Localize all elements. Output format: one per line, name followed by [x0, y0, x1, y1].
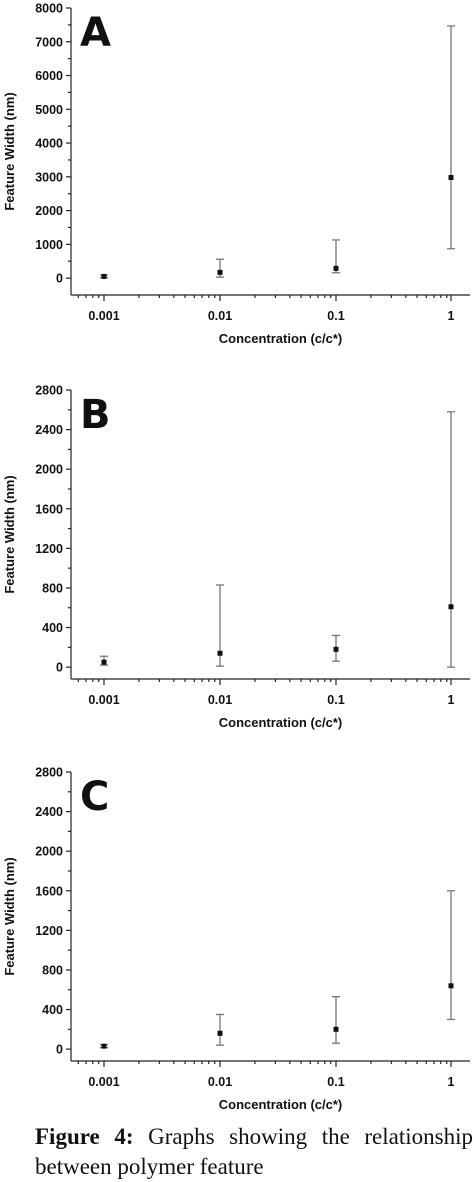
x-tick-label: 0.01 [208, 1075, 232, 1089]
data-point [448, 604, 454, 610]
caption-label: Figure 4: [35, 1124, 134, 1149]
y-tick-label: 2400 [35, 423, 63, 437]
data-point [217, 269, 223, 275]
chart-panel-b: 0 400 800 1200 1600 2000 2400 2800 0.001 0.01 0.1 1… [2, 384, 470, 730]
x-tick-label: 1 [448, 1075, 455, 1089]
x-tick-label: 0.001 [88, 1075, 119, 1089]
y-tick-label: 3000 [35, 170, 63, 184]
y-tick-label: 6000 [35, 69, 63, 83]
y-tick-label: 1600 [35, 502, 63, 516]
y-tick-label: 7000 [35, 35, 63, 49]
y-tick-label: 1000 [35, 238, 63, 252]
x-tick-label: 1 [448, 693, 455, 707]
y-tick-label: 400 [42, 1003, 63, 1017]
y-tick-label: 0 [56, 1043, 63, 1057]
y-axis-title: Feature Width (nm) [2, 475, 17, 593]
y-tick-label: 1200 [35, 542, 63, 556]
y-tick-label: 1200 [35, 924, 63, 938]
caption-text: Graphs showing the relationship between … [35, 1124, 473, 1179]
x-tick-label: 0.01 [208, 309, 232, 323]
y-tick-label: 2000 [35, 463, 63, 477]
y-tick-label: 2000 [35, 845, 63, 859]
y-tick-label: 2400 [35, 805, 63, 819]
y-tick-label: 0 [56, 661, 63, 675]
y-tick-label: 8000 [35, 2, 63, 16]
data-point [448, 174, 454, 180]
data-point [101, 1043, 107, 1049]
data-point [101, 659, 107, 665]
data-point [101, 273, 107, 279]
y-tick-label: 1600 [35, 884, 63, 898]
y-tick-label: 4000 [35, 137, 63, 151]
figure-caption: Figure 4: Graphs showing the relationshi… [35, 1122, 473, 1182]
y-axis-title: Feature Width (nm) [2, 857, 17, 975]
x-tick-label: 0.001 [88, 693, 119, 707]
chart-panel-a: 0 1000 2000 3000 4000 5000 6000 7000 8000 0.001 0.… [2, 2, 470, 346]
panel-label: C [80, 774, 109, 820]
x-tick-label: 1 [448, 309, 455, 323]
y-tick-label: 5000 [35, 103, 63, 117]
chart-panel-c: 0 400 800 1200 1600 2000 2400 2800 0.001 0.01 0.1 1… [2, 766, 470, 1112]
data-point [448, 983, 454, 989]
panel-label: A [80, 10, 111, 56]
data-point [217, 1030, 223, 1036]
x-tick-label: 0.1 [327, 693, 344, 707]
x-tick-label: 0.1 [327, 309, 344, 323]
x-tick-label: 0.1 [327, 1075, 344, 1089]
y-tick-label: 2000 [35, 204, 63, 218]
x-tick-label: 0.001 [88, 309, 119, 323]
x-axis-title: Concentration (c/c*) [219, 1097, 343, 1112]
data-point [217, 650, 223, 656]
y-tick-label: 800 [42, 963, 63, 977]
data-point [333, 1026, 339, 1032]
x-axis-title: Concentration (c/c*) [219, 715, 343, 730]
y-tick-label: 2800 [35, 384, 63, 398]
y-tick-label: 0 [56, 272, 63, 286]
y-axis-title: Feature Width (nm) [2, 92, 17, 210]
y-tick-label: 2800 [35, 766, 63, 780]
x-tick-label: 0.01 [208, 693, 232, 707]
y-tick-label: 800 [42, 581, 63, 595]
data-point [333, 646, 339, 652]
panel-label: B [80, 392, 111, 438]
data-point [333, 265, 339, 271]
x-axis-title: Concentration (c/c*) [219, 331, 343, 346]
y-tick-label: 400 [42, 621, 63, 635]
